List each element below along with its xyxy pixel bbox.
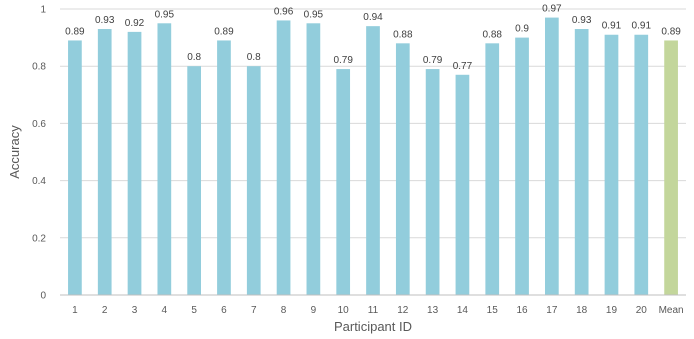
data-label: 0.93 bbox=[95, 15, 115, 26]
y-tick-label: 0 bbox=[40, 291, 46, 302]
bar-participant-3 bbox=[127, 31, 142, 295]
data-label: 0.8 bbox=[247, 52, 261, 63]
data-label: 0.95 bbox=[155, 9, 175, 20]
x-tick-label: 18 bbox=[576, 305, 588, 316]
x-tick-label: 20 bbox=[636, 305, 648, 316]
data-labels: 0.89 0.93 0.92 0.95 0.8 0.89 0.8 0.96 0.95 0.79 0.… bbox=[65, 4, 681, 72]
data-label: 0.8 bbox=[187, 52, 201, 63]
x-tick-label: 8 bbox=[281, 305, 287, 316]
bar-participant-20 bbox=[634, 34, 649, 296]
data-label: 0.97 bbox=[542, 4, 562, 15]
data-label: 0.79 bbox=[423, 55, 443, 66]
y-tick-label: 0.2 bbox=[32, 233, 46, 244]
x-tick-label: 10 bbox=[338, 305, 350, 316]
x-tick-label: 1 bbox=[72, 305, 78, 316]
x-tick-label: 2 bbox=[102, 305, 108, 316]
data-label: 0.79 bbox=[333, 55, 353, 66]
x-tick-label: 12 bbox=[397, 305, 409, 316]
bar-participant-2 bbox=[97, 29, 112, 296]
x-tick-label: 13 bbox=[427, 305, 439, 316]
x-tick-label: 11 bbox=[368, 305, 379, 316]
bar-participant-15 bbox=[485, 43, 500, 295]
data-label: 0.93 bbox=[572, 15, 592, 26]
data-label: 0.95 bbox=[304, 9, 324, 20]
bar-participant-9 bbox=[306, 23, 321, 296]
data-label: 0.89 bbox=[214, 26, 234, 37]
x-axis-ticks: 1 2 3 4 5 6 7 8 9 10 11 12 13 14 15 16 17 18 19 20 Mean bbox=[72, 305, 683, 316]
bar-participant-7 bbox=[246, 66, 261, 295]
x-tick-label: 4 bbox=[162, 305, 168, 316]
bars bbox=[68, 17, 678, 296]
data-label: 0.89 bbox=[661, 26, 681, 37]
y-tick-label: 0.8 bbox=[32, 62, 46, 73]
bar-participant-5 bbox=[187, 66, 201, 295]
data-label: 0.92 bbox=[125, 18, 145, 29]
data-label: 0.91 bbox=[632, 21, 652, 32]
x-tick-label: 6 bbox=[221, 305, 227, 316]
data-label: 0.94 bbox=[363, 12, 383, 23]
bar-participant-17 bbox=[545, 17, 559, 296]
data-label: 0.88 bbox=[393, 29, 413, 40]
bar-participant-4 bbox=[157, 23, 172, 296]
data-label: 0.9 bbox=[515, 24, 529, 35]
data-label: 0.96 bbox=[274, 6, 294, 17]
data-label: 0.91 bbox=[602, 21, 622, 32]
bar-participant-6 bbox=[217, 40, 231, 296]
data-label: 0.89 bbox=[65, 26, 85, 37]
x-tick-label: 7 bbox=[251, 305, 257, 316]
x-tick-label: 16 bbox=[516, 305, 528, 316]
bar-mean bbox=[664, 40, 678, 296]
x-tick-label: 9 bbox=[311, 305, 317, 316]
x-tick-label: 19 bbox=[606, 305, 618, 316]
bar-participant-10 bbox=[336, 69, 351, 295]
x-tick-label: 15 bbox=[487, 305, 499, 316]
y-axis-ticks: 0 0.2 0.4 0.6 0.8 1 bbox=[32, 5, 46, 302]
data-label: 0.88 bbox=[483, 29, 503, 40]
x-tick-label: 5 bbox=[191, 305, 197, 316]
y-tick-label: 0.4 bbox=[32, 176, 46, 187]
y-tick-label: 1 bbox=[40, 5, 46, 16]
bar-participant-14 bbox=[455, 74, 470, 295]
x-tick-label: 3 bbox=[132, 305, 138, 316]
bar-participant-16 bbox=[515, 37, 529, 295]
bar-participant-11 bbox=[366, 26, 380, 295]
x-tick-label: 14 bbox=[457, 305, 469, 316]
bar-participant-19 bbox=[604, 34, 619, 296]
y-tick-label: 0.6 bbox=[32, 119, 46, 130]
bar-participant-18 bbox=[574, 29, 589, 296]
bar-participant-8 bbox=[276, 20, 291, 295]
x-axis-title: Participant ID bbox=[334, 319, 412, 334]
data-label: 0.77 bbox=[453, 61, 473, 72]
x-tick-label: Mean bbox=[659, 305, 684, 316]
x-tick-label: 17 bbox=[546, 305, 558, 316]
bar-participant-12 bbox=[395, 43, 410, 295]
bar-participant-13 bbox=[425, 69, 440, 295]
y-axis-title: Accuracy bbox=[7, 125, 22, 179]
bar-participant-1 bbox=[68, 40, 82, 296]
